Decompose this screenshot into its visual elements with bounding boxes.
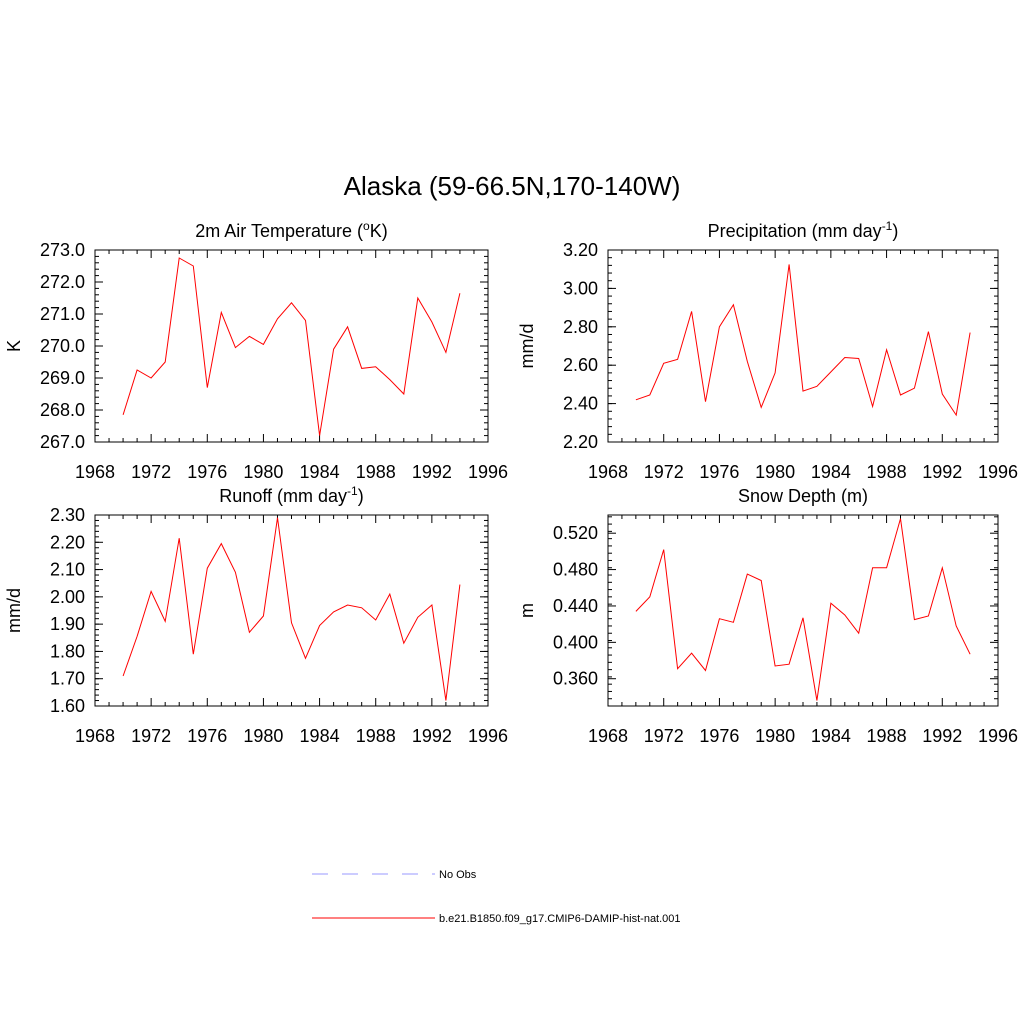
x-tick-label: 1980 [243, 726, 283, 746]
x-tick-label: 1968 [588, 726, 628, 746]
x-tick-label: 1984 [300, 726, 340, 746]
x-tick-label: 1972 [131, 726, 171, 746]
y-tick-label: 1.90 [50, 614, 85, 634]
x-tick-label: 1996 [468, 462, 508, 482]
y-tick-label: 270.0 [40, 336, 85, 356]
plot-frame [607, 514, 999, 707]
y-tick-label: 269.0 [40, 368, 85, 388]
y-tick-label: 2.00 [50, 587, 85, 607]
y-axis-label: mm/d [4, 588, 24, 633]
x-tick-label: 1968 [588, 462, 628, 482]
legend: No Obs b.e21.B1850.f09_g17.CMIP6-DAMIP-hi… [312, 869, 681, 925]
y-axis-label: m [517, 603, 537, 618]
panel-1: 2m Air Temperature (oK) K 1968 1972 1976 1980… [4, 219, 508, 482]
plot-frame [94, 514, 489, 707]
y-tick-label: 2.30 [50, 505, 85, 525]
x-tick-label: 1996 [468, 726, 508, 746]
y-tick-label: 2.60 [563, 355, 598, 375]
y-tick-label: 273.0 [40, 240, 85, 260]
x-tick-label: 1968 [75, 726, 115, 746]
y-tick-label: 271.0 [40, 304, 85, 324]
y-tick-label: 3.00 [563, 278, 598, 298]
panel-title: Snow Depth (m) [738, 486, 868, 506]
series-line-1 [122, 257, 461, 436]
y-tick-label: 2.80 [563, 317, 598, 337]
x-tick-label: 1988 [356, 462, 396, 482]
panel-title: Precipitation (mm day-1) [708, 219, 899, 241]
x-tick-label: 1988 [867, 462, 907, 482]
y-tick-label: 1.80 [50, 641, 85, 661]
x-tick-label: 1972 [644, 726, 684, 746]
panel-title: Runoff (mm day-1) [219, 484, 363, 506]
x-tick-label: 1996 [978, 462, 1018, 482]
x-tick-label: 1992 [412, 726, 452, 746]
plot-frame [607, 249, 999, 443]
x-tick-label: 1992 [412, 462, 452, 482]
x-tick-label: 1984 [300, 462, 340, 482]
x-tick-label: 1976 [699, 462, 739, 482]
y-tick-label: 2.40 [563, 394, 598, 414]
y-tick-label: 0.520 [553, 523, 598, 543]
x-tick-label: 1976 [187, 462, 227, 482]
y-tick-label: 268.0 [40, 400, 85, 420]
x-tick-label: 1992 [922, 462, 962, 482]
y-tick-label: 2.20 [563, 432, 598, 452]
x-tick-label: 1968 [75, 462, 115, 482]
series-line-1 [635, 518, 971, 701]
y-tick-label: 1.60 [50, 696, 85, 716]
x-tick-label: 1980 [243, 462, 283, 482]
x-tick-label: 1972 [644, 462, 684, 482]
y-axis-label: K [4, 340, 24, 352]
y-tick-label: 1.70 [50, 669, 85, 689]
x-tick-label: 1984 [811, 726, 851, 746]
y-tick-label: 2.20 [50, 532, 85, 552]
x-tick-label: 1976 [187, 726, 227, 746]
y-tick-label: 0.480 [553, 560, 598, 580]
legend-label-1: No Obs [439, 869, 477, 881]
y-tick-label: 2.10 [50, 560, 85, 580]
x-tick-label: 1976 [699, 726, 739, 746]
x-tick-label: 1996 [978, 726, 1018, 746]
x-tick-label: 1988 [867, 726, 907, 746]
y-tick-label: 3.20 [563, 240, 598, 260]
x-tick-label: 1992 [922, 726, 962, 746]
y-axis-label: mm/d [517, 324, 537, 369]
plot-frame [94, 249, 489, 443]
y-tick-label: 267.0 [40, 432, 85, 452]
panel-3: Runoff (mm day-1) mm/d 1968 1972 1976 1980 198… [4, 484, 508, 746]
y-tick-label: 272.0 [40, 272, 85, 292]
x-tick-label: 1980 [755, 462, 795, 482]
x-tick-label: 1972 [131, 462, 171, 482]
legend-label-2: b.e21.B1850.f09_g17.CMIP6-DAMIP-hist-nat… [439, 913, 681, 925]
y-tick-label: 0.360 [553, 669, 598, 689]
x-tick-label: 1980 [755, 726, 795, 746]
series-line-1 [635, 264, 971, 417]
x-tick-label: 1984 [811, 462, 851, 482]
y-tick-label: 0.440 [553, 596, 598, 616]
panel-2: Precipitation (mm day-1) mm/d 1968 1972 1976… [517, 219, 1018, 482]
panel-4: Snow Depth (m) m 1968 1972 1976 1980 1984 1988 1… [517, 486, 1018, 746]
panels: 2m Air Temperature (oK) K 1968 1972 1976 1980… [4, 219, 1018, 746]
panel-title: 2m Air Temperature (oK) [195, 219, 387, 241]
main-title: Alaska (59-66.5N,170-140W) [344, 171, 681, 201]
x-tick-label: 1988 [356, 726, 396, 746]
series-line-1 [122, 517, 461, 701]
y-tick-label: 0.400 [553, 632, 598, 652]
